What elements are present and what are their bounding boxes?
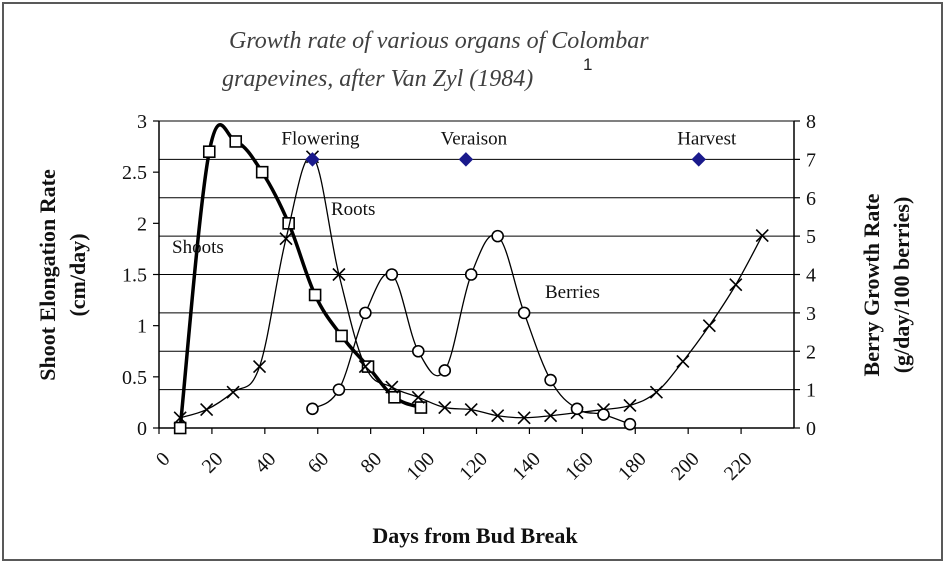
x-axis-title: Days from Bud Break	[372, 523, 578, 548]
x-tick-label: 120	[455, 448, 492, 485]
title-superscript: 1	[583, 55, 592, 74]
roots-point	[491, 409, 505, 423]
shoots-series-line	[178, 123, 422, 429]
roots-point	[279, 232, 293, 246]
y-right-tick-label: 8	[806, 111, 816, 133]
y-right-tick-label: 5	[806, 226, 816, 248]
x-tick-label: 0	[152, 448, 175, 471]
roots-label: Roots	[331, 199, 375, 220]
roots-point	[702, 319, 716, 333]
berries-point	[438, 364, 452, 377]
y-left-tick-label: 2	[137, 213, 147, 235]
chart-title-line-1: Growth rate of various organs of Colomba…	[229, 28, 649, 54]
roots-point	[517, 411, 531, 425]
y-left-tick-label: 0.5	[122, 367, 147, 389]
roots-point	[200, 403, 214, 417]
roots-point	[729, 278, 743, 292]
berries-point	[517, 306, 531, 320]
shoots-label: Shoots	[172, 237, 224, 258]
roots-point	[544, 409, 558, 423]
roots-point	[385, 380, 399, 394]
roots-point	[464, 403, 478, 417]
berries-point	[411, 344, 425, 358]
berries-point	[306, 402, 319, 416]
berries-point	[623, 417, 637, 431]
berries-point	[464, 268, 478, 281]
chart-svg: Growth rate of various organs of Colomba…	[35, 28, 914, 548]
y-left-tick-label: 3	[137, 111, 147, 133]
harvest-marker	[691, 152, 706, 167]
y-right-tick-label: 2	[806, 341, 816, 363]
x-tick-label: 160	[561, 448, 598, 485]
shoots-point	[202, 145, 216, 158]
roots-point	[411, 390, 425, 404]
y-left-tick-label: 1	[137, 316, 147, 338]
roots-point	[438, 400, 452, 415]
y-left-title-line-1: Shoot Elongation Rate	[35, 169, 60, 381]
x-tick-label: 140	[508, 448, 545, 485]
series-layer	[173, 123, 769, 435]
y-right-tick-label: 4	[806, 265, 816, 287]
berries-point	[544, 373, 557, 387]
flowering-annotation: Flowering	[281, 128, 360, 149]
y-left-tick-label: 1.5	[122, 265, 147, 287]
berries-label: Berries	[545, 282, 600, 303]
berries-point	[385, 268, 399, 281]
berries-point	[359, 306, 372, 320]
shoots-point	[335, 329, 348, 343]
roots-point	[252, 360, 267, 374]
roots-point	[358, 360, 372, 374]
shoots-point	[255, 165, 269, 179]
y-left-tick-label: 0	[137, 418, 147, 440]
shoots-point	[308, 288, 322, 302]
veraison-annotation: Veraison	[441, 128, 508, 149]
berries-series-line	[312, 234, 631, 425]
y-left-title-line-2: (cm/day)	[65, 233, 90, 316]
roots-point	[623, 398, 637, 413]
roots-point	[649, 385, 663, 399]
roots-point	[226, 385, 240, 399]
shoots-point	[173, 421, 187, 435]
axis-labels: Days from Bud Break Shoot Elongation Rat…	[35, 169, 914, 548]
chart-title-line-2: grapevines, after Van Zyl (1984)	[222, 66, 533, 92]
chart-title: Growth rate of various organs of Colomba…	[222, 28, 649, 92]
berries-point	[491, 229, 504, 243]
y-right-tick-label: 3	[806, 303, 816, 325]
berries-point	[332, 383, 346, 396]
roots-point	[676, 354, 690, 369]
shoots-point	[229, 135, 243, 148]
x-tick-label: 60	[304, 448, 334, 478]
x-tick-label: 40	[251, 448, 281, 478]
berries-point	[570, 402, 584, 416]
y-right-tick-label: 1	[806, 380, 816, 402]
shoots-point	[388, 390, 401, 404]
x-tick-label: 20	[198, 448, 228, 478]
x-tick-label: 80	[357, 448, 387, 478]
y-right-title-line-2: (g/day/100 berries)	[889, 197, 914, 374]
stage-markers: Flowering Veraison Harvest	[281, 128, 737, 167]
harvest-annotation: Harvest	[677, 128, 737, 149]
veraison-marker	[458, 152, 474, 167]
berries-point	[597, 408, 610, 421]
roots-point	[755, 229, 769, 243]
x-tick-label: 220	[720, 448, 757, 485]
x-tick-label: 200	[667, 448, 704, 485]
roots-point	[332, 267, 346, 282]
x-tick-label: 180	[614, 448, 651, 485]
y-left-tick-label: 2.5	[122, 162, 147, 184]
y-right-tick-label: 0	[806, 418, 816, 440]
grid-lines	[159, 120, 794, 391]
flowering-marker	[305, 152, 320, 167]
y-right-title-line-1: Berry Growth Rate	[859, 193, 884, 376]
y-right-tick-label: 7	[806, 149, 816, 171]
roots-series-line	[179, 155, 763, 419]
y-right-tick-label: 6	[806, 188, 816, 210]
roots-point	[173, 411, 187, 425]
x-tick-label: 100	[402, 448, 439, 485]
shoots-point	[414, 401, 428, 414]
